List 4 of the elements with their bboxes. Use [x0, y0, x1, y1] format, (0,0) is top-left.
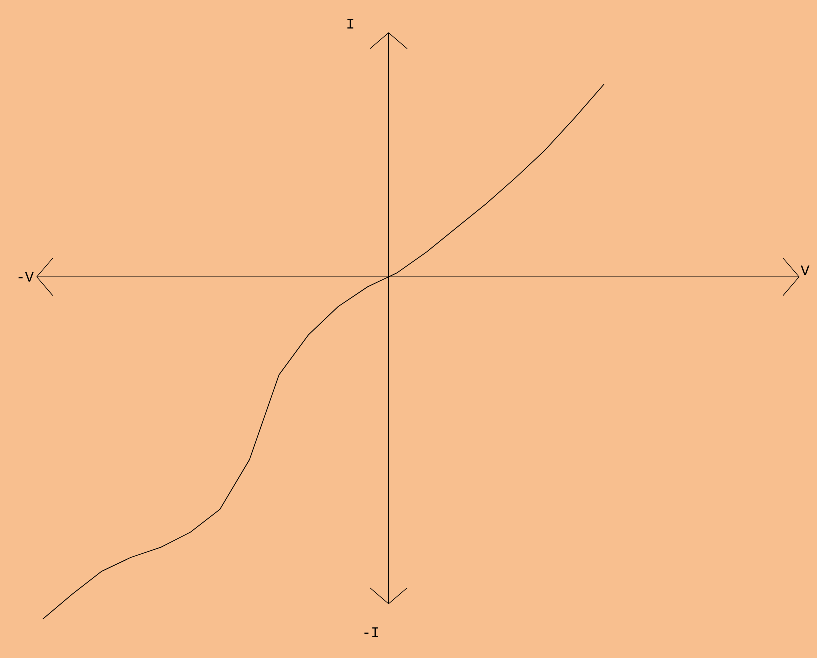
text: I	[348, 18, 354, 29]
text: V	[801, 266, 810, 276]
annotation: -V	[18, 272, 34, 282]
text: -I	[364, 627, 378, 638]
